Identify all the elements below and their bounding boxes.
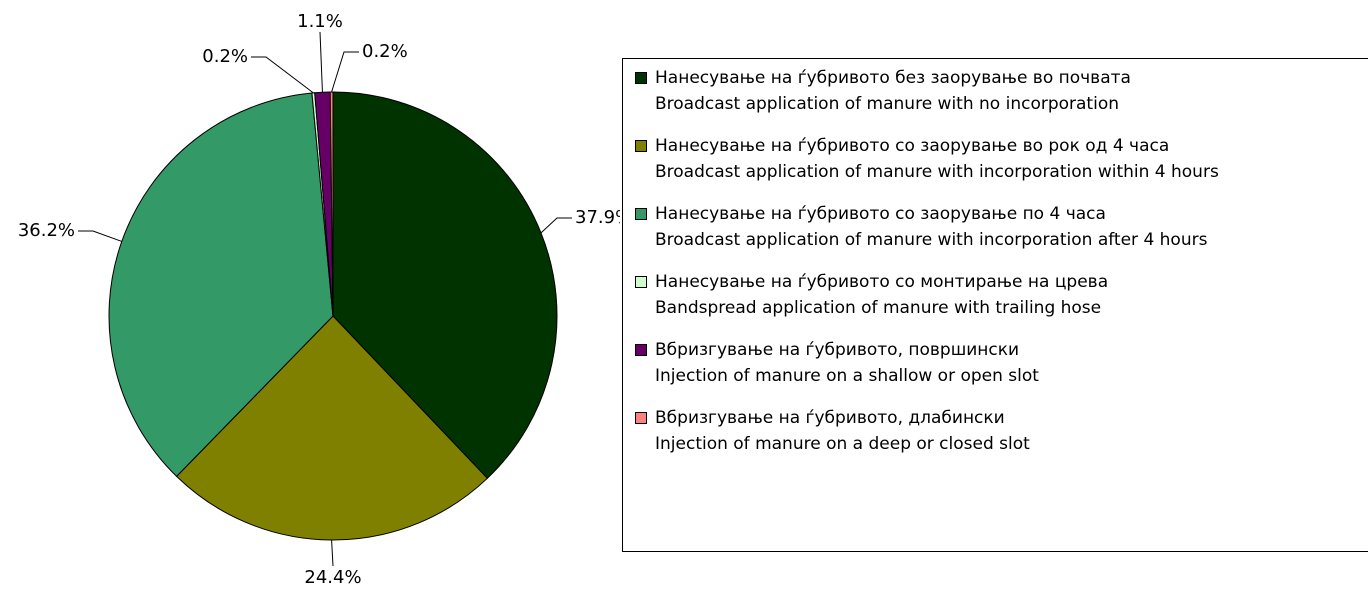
legend-item: Нанесување на ѓубривото без заорување во… [635, 65, 1368, 117]
leader-line [251, 56, 314, 94]
legend-item: Нанесување на ѓубривото со монтирање на … [635, 269, 1368, 321]
legend-label: Вбризгување на ѓубривото, површински Inj… [655, 340, 1039, 386]
legend-swatch [635, 208, 647, 220]
legend-item: Нанесување на ѓубривото со заорување во … [635, 133, 1368, 185]
legend-label: Вбризгување на ѓубривото, длабински Inje… [655, 408, 1030, 454]
legend-label: Нанесување на ѓубривото со заорување во … [655, 136, 1219, 182]
legend-swatch [635, 344, 647, 356]
legend: Нанесување на ѓубривото без заорување во… [622, 58, 1368, 552]
legend-swatch [635, 140, 647, 152]
data-label: 0.2% [362, 41, 408, 62]
data-label: 24.4% [304, 567, 361, 588]
data-label: 37.9% [575, 207, 620, 228]
leader-line [331, 51, 359, 93]
legend-swatch [635, 412, 647, 424]
pie-slice [108, 92, 334, 478]
legend-item: Вбризгување на ѓубривото, длабински Inje… [635, 405, 1368, 457]
legend-swatch [635, 72, 647, 84]
chart: 37.9% 24.4% 36.2% 0.2% 1.1% 0.2% [18, 11, 620, 588]
data-label: 1.1% [297, 11, 343, 32]
legend-swatch [635, 276, 647, 288]
data-label: 36.2% [18, 220, 75, 241]
leader-line [331, 539, 334, 567]
legend-label: Нанесување на ѓубривото со монтирање на … [655, 272, 1109, 318]
leader-line [319, 31, 323, 93]
legend-item: Нанесување на ѓубривото со заорување по … [635, 201, 1368, 253]
leader-line [540, 217, 572, 234]
data-label: 0.2% [202, 46, 248, 67]
legend-label: Нанесување на ѓубривото со заорување по … [655, 204, 1208, 250]
pie-slice [175, 315, 489, 541]
leader-line [78, 230, 122, 242]
pie-slice [332, 91, 558, 480]
legend-label: Нанесување на ѓубривото без заорување во… [655, 68, 1131, 114]
legend-item: Вбризгување на ѓубривото, површински Inj… [635, 337, 1368, 389]
pie-slice [329, 91, 334, 317]
